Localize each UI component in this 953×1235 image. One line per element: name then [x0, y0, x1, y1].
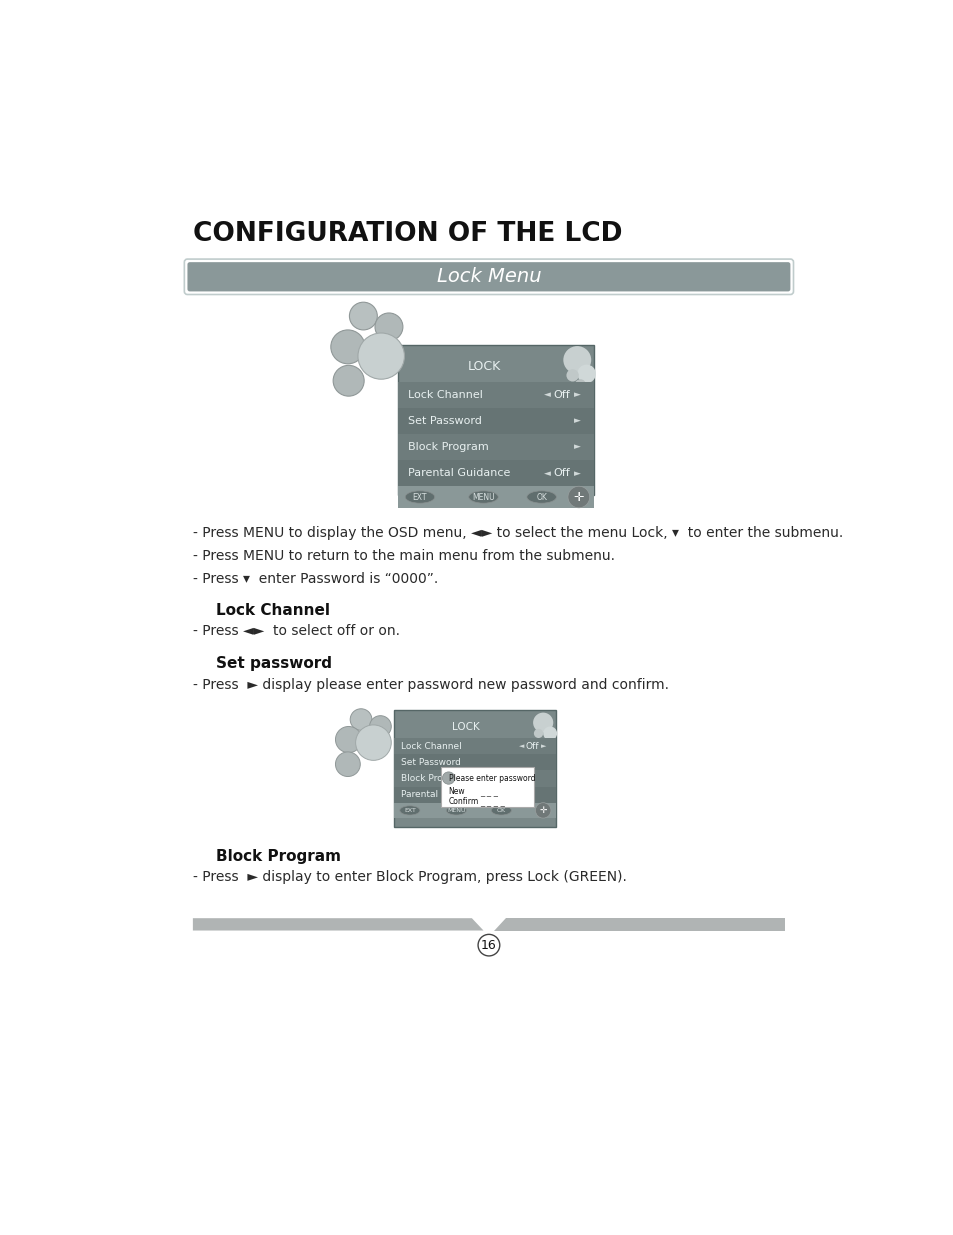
Circle shape [566, 369, 578, 382]
Text: ►: ► [574, 390, 580, 399]
Circle shape [335, 726, 361, 752]
Text: Lock Channel: Lock Channel [407, 389, 482, 400]
Circle shape [355, 725, 391, 761]
Bar [397, 382, 594, 408]
Bar [440, 767, 534, 808]
Circle shape [335, 752, 360, 777]
Text: OK: OK [536, 493, 546, 501]
Text: Block Program: Block Program [216, 848, 341, 864]
Text: Please enter password: Please enter password [449, 773, 536, 783]
Text: LOCK: LOCK [452, 722, 479, 732]
Bar [397, 433, 594, 461]
Circle shape [533, 713, 553, 732]
Text: Lock Menu: Lock Menu [436, 267, 540, 287]
Text: - Press  ► display please enter password new password and confirm.: - Press ► display please enter password … [193, 678, 668, 692]
Bar [394, 803, 555, 818]
Bar [394, 710, 555, 827]
Text: Set Password: Set Password [407, 416, 481, 426]
Text: Block Pro...: Block Pro... [401, 774, 451, 783]
Text: ◄: ◄ [518, 743, 523, 750]
Bar [394, 755, 555, 771]
Bar [394, 771, 555, 787]
Text: - Press  ► display to enter Block Program, press Lock (GREEN).: - Press ► display to enter Block Program… [193, 871, 626, 884]
Text: ◄: ◄ [544, 468, 551, 478]
Ellipse shape [405, 490, 435, 503]
Text: MENU: MENU [472, 493, 495, 501]
Text: Confirm: Confirm [448, 797, 478, 805]
Text: - Press ▾  enter Password is “0000”.: - Press ▾ enter Password is “0000”. [193, 572, 437, 585]
Ellipse shape [399, 805, 419, 815]
Text: MENU: MENU [447, 808, 465, 813]
Circle shape [535, 803, 550, 818]
Circle shape [562, 346, 591, 374]
Polygon shape [494, 918, 784, 930]
Text: Off: Off [553, 389, 570, 400]
Circle shape [333, 366, 364, 396]
Bar [397, 461, 594, 487]
Text: ✛: ✛ [538, 806, 546, 815]
Text: - Press MENU to return to the main menu from the submenu.: - Press MENU to return to the main menu … [193, 548, 615, 563]
Text: - Press ◄►  to select off or on.: - Press ◄► to select off or on. [193, 624, 399, 638]
Text: ►: ► [574, 416, 580, 425]
Circle shape [542, 726, 557, 740]
FancyBboxPatch shape [184, 259, 793, 294]
FancyBboxPatch shape [187, 262, 790, 291]
Ellipse shape [491, 805, 511, 815]
Text: ◄: ◄ [544, 390, 551, 399]
Bar [397, 408, 594, 433]
Circle shape [369, 716, 391, 737]
Text: Parental G...: Parental G... [401, 790, 456, 799]
Text: Set Password: Set Password [401, 758, 460, 767]
Text: ✛: ✛ [573, 490, 583, 504]
Text: Parental Guidance: Parental Guidance [407, 468, 510, 478]
Text: _ _ _ _: _ _ _ _ [479, 797, 504, 805]
Circle shape [357, 333, 404, 379]
Text: ►: ► [574, 468, 580, 478]
Ellipse shape [526, 490, 556, 503]
Bar [394, 787, 555, 803]
Text: 16: 16 [480, 939, 497, 952]
Text: LOCK: LOCK [468, 359, 500, 373]
Circle shape [442, 772, 455, 784]
Text: EXT: EXT [413, 493, 427, 501]
Polygon shape [193, 918, 483, 930]
Circle shape [350, 709, 372, 730]
Text: ►: ► [574, 442, 580, 452]
Circle shape [577, 364, 596, 383]
Circle shape [567, 487, 589, 508]
Text: Set password: Set password [216, 656, 332, 672]
Text: Off: Off [553, 468, 570, 478]
Text: Lock Channel: Lock Channel [216, 603, 330, 618]
Circle shape [349, 303, 377, 330]
Ellipse shape [468, 490, 497, 503]
Circle shape [331, 330, 365, 364]
Bar [394, 739, 555, 755]
Text: CONFIGURATION OF THE LCD: CONFIGURATION OF THE LCD [193, 221, 621, 247]
Text: Lock Channel: Lock Channel [401, 741, 461, 751]
Text: EXT: EXT [403, 808, 416, 813]
Text: OK: OK [497, 808, 505, 813]
Ellipse shape [446, 805, 466, 815]
Text: ►: ► [540, 743, 545, 750]
Circle shape [375, 312, 402, 341]
Bar [397, 487, 594, 508]
Bar [397, 345, 594, 495]
Circle shape [477, 935, 499, 956]
Text: Block Program: Block Program [407, 442, 488, 452]
Text: _ _ _: _ _ _ [479, 787, 497, 795]
Circle shape [575, 379, 585, 390]
Text: - Press MENU to display the OSD menu, ◄► to select the menu Lock, ▾  to enter th: - Press MENU to display the OSD menu, ◄►… [193, 526, 842, 540]
Circle shape [534, 729, 542, 739]
Text: New: New [448, 787, 465, 795]
Text: Off: Off [525, 741, 538, 751]
